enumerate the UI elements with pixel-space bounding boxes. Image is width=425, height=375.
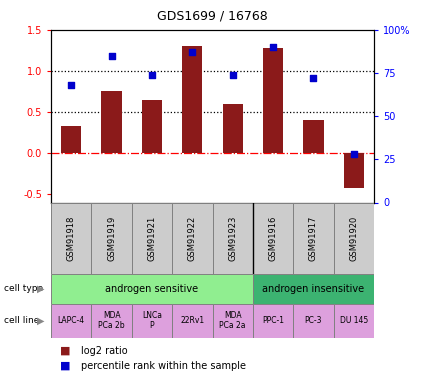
Bar (212, 202, 253, 274)
Bar (182, 46, 202, 153)
Bar (293, 202, 334, 274)
Point (269, 44, 276, 50)
Point (68, 82, 75, 88)
Text: GSM91921: GSM91921 (147, 216, 156, 261)
Text: GSM91918: GSM91918 (67, 215, 76, 261)
Bar (51, 304, 91, 338)
Point (148, 72, 155, 78)
Bar (51, 202, 91, 274)
Bar (344, 153, 364, 188)
Text: PC-3: PC-3 (305, 316, 322, 325)
Bar (91, 202, 132, 274)
Text: 22Rv1: 22Rv1 (180, 316, 204, 325)
Text: ■: ■ (60, 346, 70, 355)
Text: GSM91917: GSM91917 (309, 215, 318, 261)
Bar (102, 91, 122, 153)
Text: cell line: cell line (4, 316, 40, 325)
Bar (172, 202, 212, 274)
Text: ■: ■ (60, 361, 70, 370)
Text: androgen sensitive: androgen sensitive (105, 284, 198, 294)
Text: androgen insensitive: androgen insensitive (262, 284, 365, 294)
Bar (172, 304, 212, 338)
Point (229, 72, 236, 78)
Bar (253, 304, 293, 338)
Text: MDA
PCa 2a: MDA PCa 2a (219, 311, 246, 330)
Point (108, 53, 115, 59)
Text: percentile rank within the sample: percentile rank within the sample (81, 361, 246, 370)
Point (189, 50, 196, 55)
Bar (334, 202, 374, 274)
Bar (223, 104, 243, 153)
Bar (91, 304, 132, 338)
Bar (303, 120, 323, 153)
Text: ▶: ▶ (37, 316, 44, 326)
Bar (293, 304, 334, 338)
Text: ▶: ▶ (37, 284, 44, 294)
Text: LNCa
P: LNCa P (142, 311, 162, 330)
Point (350, 151, 357, 157)
Text: log2 ratio: log2 ratio (81, 346, 128, 355)
Bar (212, 304, 253, 338)
Bar (142, 100, 162, 153)
Text: GDS1699 / 16768: GDS1699 / 16768 (157, 9, 268, 22)
Text: MDA
PCa 2b: MDA PCa 2b (98, 311, 125, 330)
Text: LAPC-4: LAPC-4 (58, 316, 85, 325)
Text: GSM91916: GSM91916 (269, 215, 278, 261)
Bar (253, 274, 374, 304)
Text: cell type: cell type (4, 284, 43, 293)
Bar (61, 126, 81, 153)
Bar (263, 48, 283, 153)
Bar (253, 202, 293, 274)
Bar (51, 274, 253, 304)
Text: GSM91920: GSM91920 (349, 216, 358, 261)
Point (310, 75, 317, 81)
Bar (334, 304, 374, 338)
Text: GSM91922: GSM91922 (188, 216, 197, 261)
Text: GSM91919: GSM91919 (107, 216, 116, 261)
Text: DU 145: DU 145 (340, 316, 368, 325)
Text: GSM91923: GSM91923 (228, 215, 237, 261)
Bar (132, 304, 172, 338)
Bar (132, 202, 172, 274)
Text: PPC-1: PPC-1 (262, 316, 284, 325)
